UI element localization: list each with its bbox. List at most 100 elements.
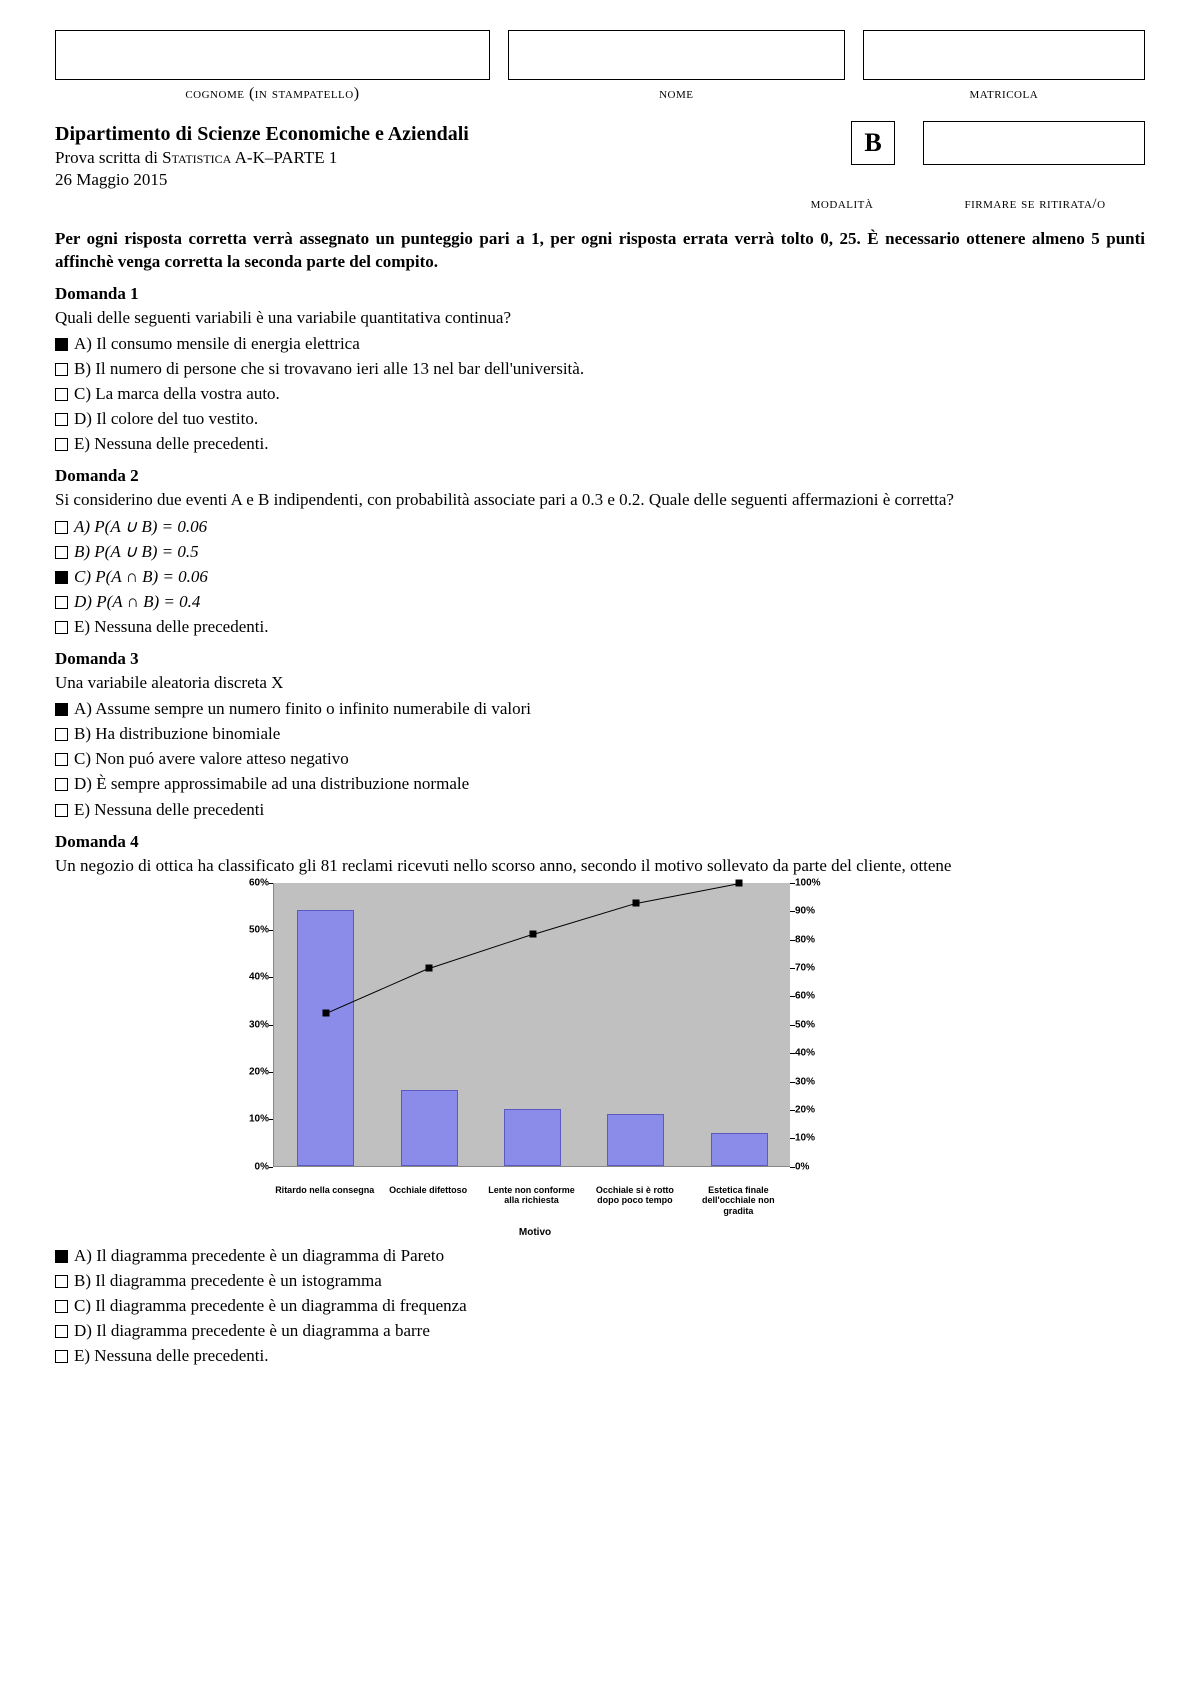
checkbox-icon: [55, 1250, 68, 1263]
q3-title: Domanda 3: [55, 648, 1145, 670]
q3b: B) Ha distribuzione binomiale: [74, 723, 280, 745]
q2-choice-d[interactable]: D) P(A ∩ B) = 0.4: [55, 591, 1145, 613]
ytick-right: 20%: [795, 1104, 835, 1117]
sublabels: modalità firmare se ritirata/o: [55, 195, 1145, 215]
q1c: C) La marca della vostra auto.: [74, 383, 280, 405]
modalita-label: modalità: [787, 195, 897, 215]
checkbox-icon: [55, 621, 68, 634]
exam-suffix: A-K–PARTE 1: [231, 148, 337, 167]
checkbox-icon: [55, 1325, 68, 1338]
q3-choice-d[interactable]: D) È sempre approssimabile ad una distri…: [55, 773, 1145, 795]
q2-choice-e[interactable]: E) Nessuna delle precedenti.: [55, 616, 1145, 638]
ytick-left: 30%: [235, 1018, 269, 1031]
exam-date: 26 Maggio 2015: [55, 169, 821, 191]
checkbox-icon: [55, 1275, 68, 1288]
q2-choice-c[interactable]: C) P(A ∩ B) = 0.06: [55, 566, 1145, 588]
q4d: D) Il diagramma precedente è un diagramm…: [74, 1320, 430, 1342]
nome-col: nome: [508, 30, 845, 105]
q4e: E) Nessuna delle precedenti.: [74, 1345, 268, 1367]
checkbox-icon: [55, 804, 68, 817]
exam-sc: Statistica: [162, 148, 231, 167]
matricola-box[interactable]: [863, 30, 1145, 80]
ytick-left: 0%: [235, 1160, 269, 1173]
q3-choices: A) Assume sempre un numero finito o infi…: [55, 698, 1145, 820]
ytick-right: 40%: [795, 1047, 835, 1060]
q1-choice-d[interactable]: D) Il colore del tuo vestito.: [55, 408, 1145, 430]
checkbox-icon: [55, 338, 68, 351]
q3-choice-c[interactable]: C) Non puó avere valore atteso negativo: [55, 748, 1145, 770]
q4-choice-a[interactable]: A) Il diagramma precedente è un diagramm…: [55, 1245, 1145, 1267]
chart-bar: [711, 1133, 768, 1166]
q2a: A) P(A ∪ B) = 0.06: [74, 516, 207, 538]
cognome-col: cognome (in stampatello): [55, 30, 490, 105]
ytick-right: 90%: [795, 905, 835, 918]
matricola-label: matricola: [863, 84, 1145, 105]
chart-marker: [632, 899, 639, 906]
q1-choices: A) Il consumo mensile di energia elettri…: [55, 333, 1145, 455]
nome-box[interactable]: [508, 30, 845, 80]
q1-choice-c[interactable]: C) La marca della vostra auto.: [55, 383, 1145, 405]
q2-choice-b[interactable]: B) P(A ∪ B) = 0.5: [55, 541, 1145, 563]
q2-text: Si considerino due eventi A e B indipend…: [55, 489, 1145, 511]
ytick-left: 60%: [235, 876, 269, 889]
checkbox-icon: [55, 1300, 68, 1313]
checkbox-icon: [55, 1350, 68, 1363]
q4-choices: A) Il diagramma precedente è un diagramm…: [55, 1245, 1145, 1367]
mode-box: B: [851, 121, 895, 165]
chart-marker: [426, 965, 433, 972]
chart-xlabel: Occhiale si è rotto dopo poco tempo: [583, 1183, 686, 1216]
chart-bar: [504, 1109, 561, 1166]
ytick-left: 40%: [235, 971, 269, 984]
nome-label: nome: [508, 84, 845, 105]
instructions: Per ogni risposta corretta verrà assegna…: [55, 228, 1145, 272]
checkbox-icon: [55, 521, 68, 534]
ytick-right: 60%: [795, 990, 835, 1003]
ytick-right: 70%: [795, 962, 835, 975]
q1-text: Quali delle seguenti variabili è una var…: [55, 307, 1145, 329]
chart-line-segment: [429, 934, 533, 969]
q2-choice-a[interactable]: A) P(A ∪ B) = 0.06: [55, 516, 1145, 538]
chart-line-segment: [533, 903, 637, 935]
checkbox-icon: [55, 571, 68, 584]
q3e: E) Nessuna delle precedenti: [74, 799, 264, 821]
chart-marker: [529, 930, 536, 937]
q1-choice-b[interactable]: B) Il numero di persone che si trovavano…: [55, 358, 1145, 380]
q3-choice-b[interactable]: B) Ha distribuzione binomiale: [55, 723, 1145, 745]
q3a: A) Assume sempre un numero finito o infi…: [74, 698, 531, 720]
q3-choice-a[interactable]: A) Assume sempre un numero finito o infi…: [55, 698, 1145, 720]
checkbox-icon: [55, 546, 68, 559]
chart-xlabel: Lente non conforme alla richiesta: [480, 1183, 583, 1216]
dept-title: Dipartimento di Scienze Economiche e Azi…: [55, 121, 821, 147]
q3c: C) Non puó avere valore atteso negativo: [74, 748, 349, 770]
q4a: A) Il diagramma precedente è un diagramm…: [74, 1245, 444, 1267]
chart-bar: [297, 910, 354, 1166]
chart-marker: [736, 879, 743, 886]
dept-block: Dipartimento di Scienze Economiche e Azi…: [55, 121, 821, 191]
q4-choice-b[interactable]: B) Il diagramma precedente è un istogram…: [55, 1270, 1145, 1292]
checkbox-icon: [55, 363, 68, 376]
q2e: E) Nessuna delle precedenti.: [74, 616, 268, 638]
q2d: D) P(A ∩ B) = 0.4: [74, 591, 200, 613]
q1-choice-e[interactable]: E) Nessuna delle precedenti.: [55, 433, 1145, 455]
cognome-box[interactable]: [55, 30, 490, 80]
checkbox-icon: [55, 438, 68, 451]
chart-xlabel: Estetica finale dell'occhiale non gradit…: [687, 1183, 790, 1216]
ytick-right: 100%: [795, 876, 835, 889]
ytick-left: 50%: [235, 924, 269, 937]
q4c: C) Il diagramma precedente è un diagramm…: [74, 1295, 467, 1317]
q3-choice-e[interactable]: E) Nessuna delle precedenti: [55, 799, 1145, 821]
q4-choice-c[interactable]: C) Il diagramma precedente è un diagramm…: [55, 1295, 1145, 1317]
q2-title: Domanda 2: [55, 465, 1145, 487]
q4-choice-e[interactable]: E) Nessuna delle precedenti.: [55, 1345, 1145, 1367]
signature-box[interactable]: [923, 121, 1145, 165]
checkbox-icon: [55, 753, 68, 766]
q4-choice-d[interactable]: D) Il diagramma precedente è un diagramm…: [55, 1320, 1145, 1342]
checkbox-icon: [55, 728, 68, 741]
chart-bar: [401, 1090, 458, 1166]
checkbox-icon: [55, 703, 68, 716]
chart-bar: [607, 1114, 664, 1166]
q1-choice-a[interactable]: A) Il consumo mensile di energia elettri…: [55, 333, 1145, 355]
exam-line: Prova scritta di Statistica A-K–PARTE 1: [55, 147, 821, 169]
q3d: D) È sempre approssimabile ad una distri…: [74, 773, 469, 795]
q1-title: Domanda 1: [55, 283, 1145, 305]
